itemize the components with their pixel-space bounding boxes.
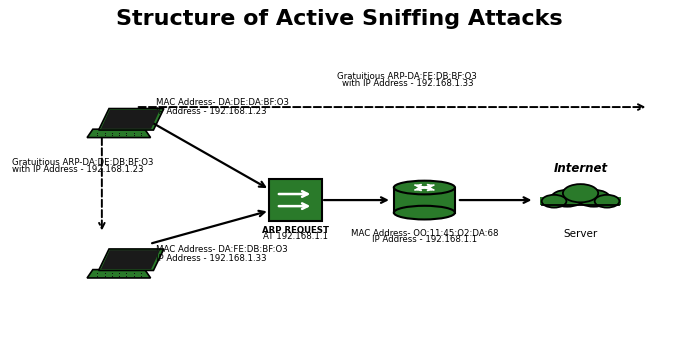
Polygon shape <box>101 250 160 269</box>
Text: Server: Server <box>564 229 598 239</box>
Bar <box>540 197 621 205</box>
Circle shape <box>563 184 598 202</box>
Polygon shape <box>98 249 164 270</box>
Polygon shape <box>98 108 164 130</box>
Circle shape <box>551 190 584 207</box>
Text: IP Address - 192.168.1.1: IP Address - 192.168.1.1 <box>372 235 477 244</box>
Polygon shape <box>87 270 151 278</box>
Text: IP Address - 192.168.1.33: IP Address - 192.168.1.33 <box>156 254 267 263</box>
Text: ARP REQUEST: ARP REQUEST <box>262 226 329 236</box>
Ellipse shape <box>394 206 455 219</box>
Text: Structure of Active Sniffing Attacks: Structure of Active Sniffing Attacks <box>116 9 563 29</box>
Polygon shape <box>87 129 151 138</box>
Text: with IP Address - 192.168.1.23: with IP Address - 192.168.1.23 <box>12 165 144 174</box>
Ellipse shape <box>394 181 455 194</box>
Text: MAC Address- OO:11:45:O2:DA:68: MAC Address- OO:11:45:O2:DA:68 <box>350 229 498 238</box>
FancyBboxPatch shape <box>269 179 323 221</box>
Circle shape <box>595 195 619 207</box>
Text: IP Address - 192.168.1.23: IP Address - 192.168.1.23 <box>156 107 267 116</box>
Text: with IP Address - 192.168.1.33: with IP Address - 192.168.1.33 <box>342 79 473 88</box>
Polygon shape <box>101 110 160 129</box>
Circle shape <box>542 195 566 207</box>
Text: Gratuitious ARP-DA:FE:DB:BF:O3: Gratuitious ARP-DA:FE:DB:BF:O3 <box>337 72 477 81</box>
Text: MAC Address- DA:DE:DA:BF:O3: MAC Address- DA:DE:DA:BF:O3 <box>156 98 289 107</box>
Text: MAC Address- DA:FE:DB:BF:O3: MAC Address- DA:FE:DB:BF:O3 <box>156 245 288 254</box>
Text: Gratuitious ARP-DA:DE:DB:BF:O3: Gratuitious ARP-DA:DE:DB:BF:O3 <box>12 158 153 167</box>
Text: AT 192.168.1.1: AT 192.168.1.1 <box>263 232 328 241</box>
Bar <box>394 187 455 213</box>
Text: Internet: Internet <box>553 162 608 175</box>
Circle shape <box>577 190 610 207</box>
